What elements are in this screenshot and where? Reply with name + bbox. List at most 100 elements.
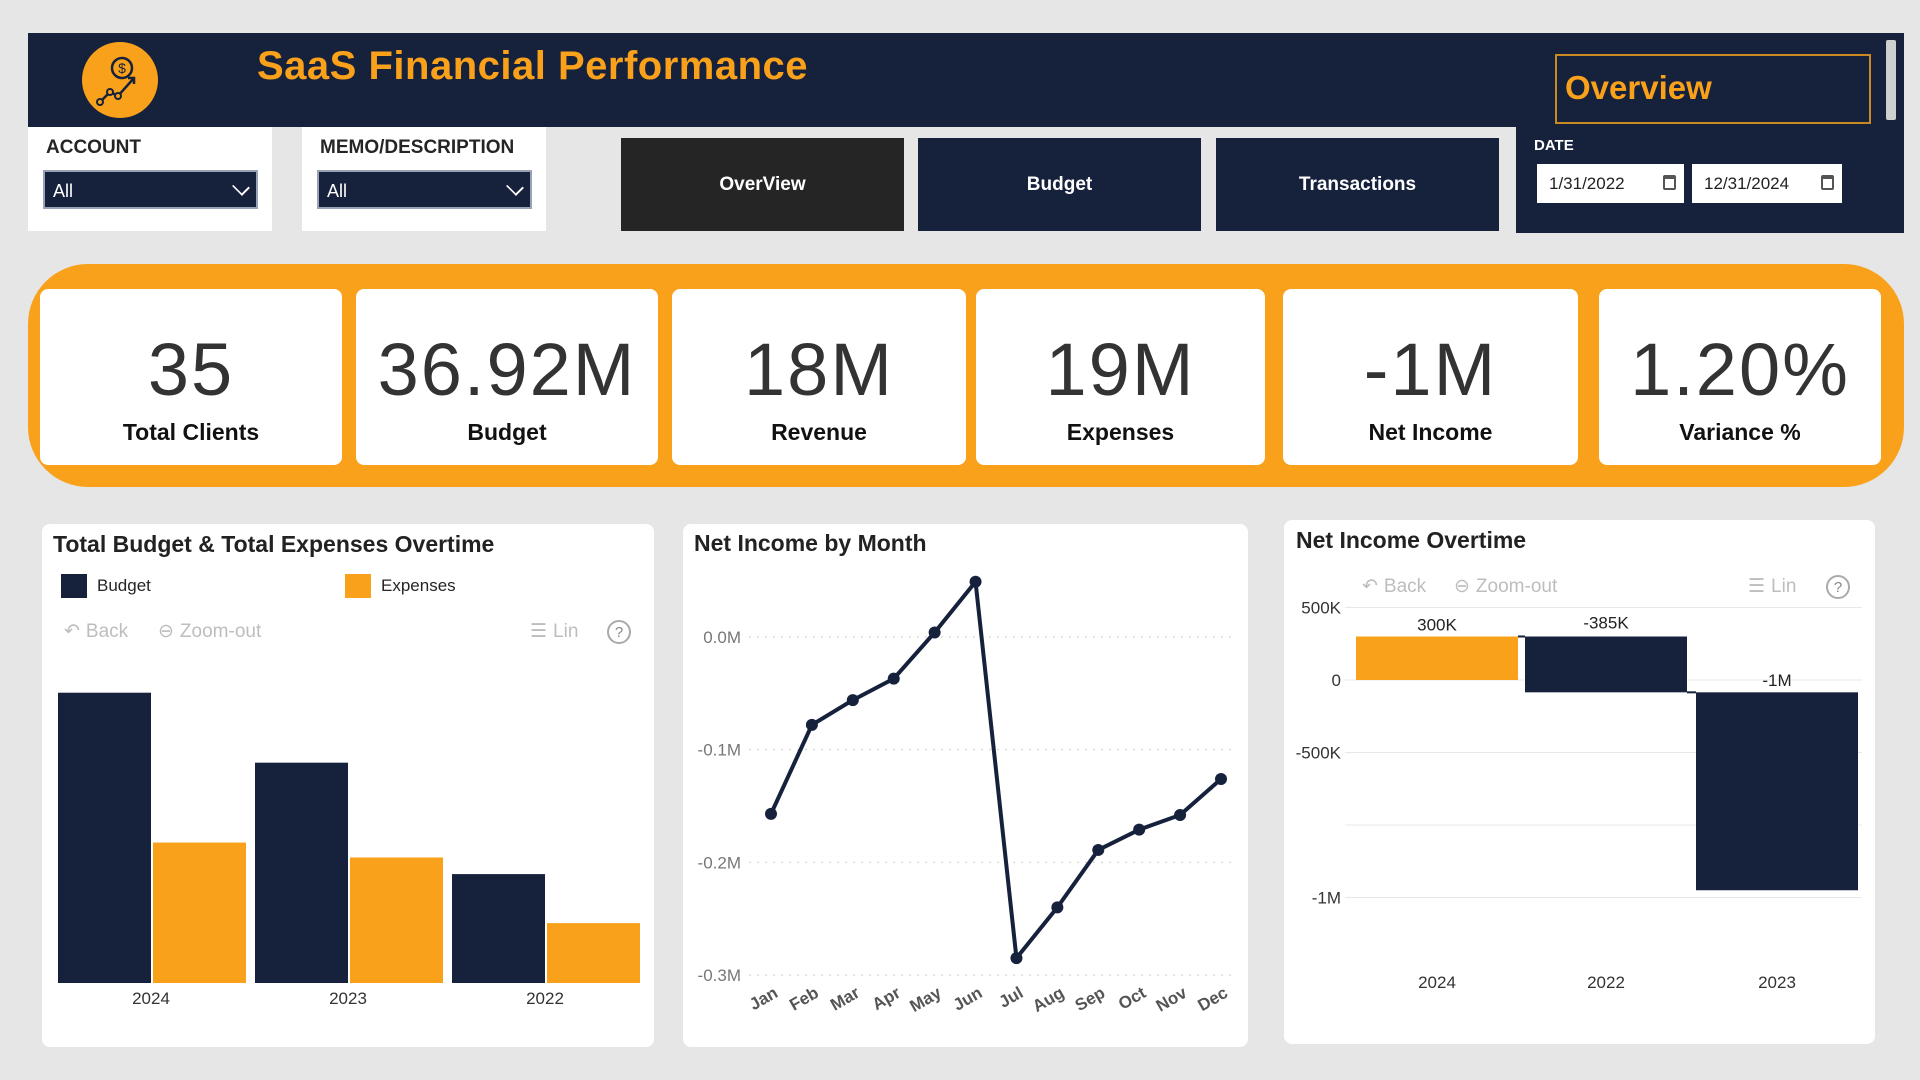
x-tick-label: Dec xyxy=(1194,983,1231,1015)
data-point-nov xyxy=(1174,809,1187,822)
x-tick-label: 2022 xyxy=(1587,973,1625,992)
zoom-out-button[interactable]: ⊖ Zoom-out xyxy=(158,620,261,643)
legend-swatch xyxy=(61,574,87,598)
kpi-label: Variance % xyxy=(1679,419,1801,445)
kpi-label: Net Income xyxy=(1368,419,1493,445)
waterfall-bar-2022 xyxy=(1525,636,1687,693)
svg-text:$: $ xyxy=(118,60,126,76)
scrollbar[interactable] xyxy=(1886,40,1896,120)
legend-label: Expenses xyxy=(381,576,456,595)
x-tick-label: May xyxy=(906,983,945,1016)
chart-title: Net Income by Month xyxy=(694,530,927,556)
kpi-value: 1.20% xyxy=(1630,328,1850,411)
data-point-may xyxy=(928,626,941,639)
list-icon: ☰ xyxy=(530,621,548,642)
help-icon[interactable]: ? xyxy=(1826,575,1850,599)
bar-budget-2023 xyxy=(255,762,348,983)
data-label: -385K xyxy=(1583,614,1629,633)
lin-label: Lin xyxy=(553,620,579,642)
list-icon: ☰ xyxy=(1748,576,1766,597)
y-tick-label: -0.2M xyxy=(698,853,741,872)
memo-value: All xyxy=(327,181,348,201)
help-icon[interactable]: ? xyxy=(607,620,631,644)
data-point-dec xyxy=(1215,772,1227,785)
data-point-mar xyxy=(846,694,859,707)
kpi-label: Total Clients xyxy=(122,419,260,445)
kpi-value: 18M xyxy=(744,328,894,411)
nav-overview-button[interactable]: OverView xyxy=(621,138,904,231)
calendar-icon[interactable] xyxy=(1821,175,1834,190)
x-tick-label: 2024 xyxy=(132,989,170,1008)
lin-toggle[interactable]: ☰ Lin xyxy=(530,620,578,643)
x-tick-label: Apr xyxy=(869,983,904,1014)
kpi-value: 35 xyxy=(147,328,235,411)
net-income-month-chart-card xyxy=(683,524,1248,1047)
kpi-label: Expenses xyxy=(1066,419,1175,445)
x-tick-label: 2022 xyxy=(526,989,564,1008)
x-tick-label: Mar xyxy=(827,983,863,1015)
end-date-input[interactable]: 12/31/2024 xyxy=(1692,164,1842,203)
y-tick-label: -0.3M xyxy=(698,966,741,985)
legend-item-expenses[interactable]: Expenses xyxy=(345,574,456,598)
back-label: Back xyxy=(85,620,129,642)
zoom-out-icon: ⊖ xyxy=(158,621,174,642)
x-tick-label: Feb xyxy=(786,983,822,1015)
start-date-value: 1/31/2022 xyxy=(1549,174,1625,193)
lin-toggle[interactable]: ☰ Lin xyxy=(1748,575,1796,598)
x-tick-label: 2023 xyxy=(1758,973,1796,992)
data-point-jan xyxy=(765,807,777,820)
kpi-label: Revenue xyxy=(771,419,867,445)
data-point-jun xyxy=(969,575,982,588)
bar-budget-2022 xyxy=(452,874,545,983)
end-date-value: 12/31/2024 xyxy=(1704,174,1790,193)
data-point-apr xyxy=(887,672,900,685)
bar-expenses-2024 xyxy=(153,842,246,983)
y-tick-label: -0.1M xyxy=(698,741,741,760)
nav-budget-button[interactable]: Budget xyxy=(918,138,1201,231)
account-value: All xyxy=(53,181,74,201)
legend-label: Budget xyxy=(97,576,151,595)
nav-transactions-button[interactable]: Transactions xyxy=(1216,138,1499,231)
kpi-label: Budget xyxy=(467,419,547,445)
chart-title: Total Budget & Total Expenses Overtime xyxy=(53,531,495,557)
y-tick-label: 0.0M xyxy=(703,628,741,647)
zoom-out-label: Zoom-out xyxy=(179,620,262,642)
zoom-out-icon: ⊖ xyxy=(1454,576,1470,597)
back-button[interactable]: ↶ Back xyxy=(64,620,128,643)
chart-title: Net Income Overtime xyxy=(1296,527,1527,553)
x-tick-label: Nov xyxy=(1153,983,1191,1016)
x-tick-label: Jul xyxy=(996,983,1027,1012)
x-tick-label: Aug xyxy=(1029,983,1067,1016)
kpi-value: 36.92M xyxy=(377,328,637,411)
data-point-oct xyxy=(1133,823,1146,836)
dashboard-title: SaaS Financial Performance xyxy=(257,44,809,88)
date-label: DATE xyxy=(1534,137,1574,154)
kpi-value: 19M xyxy=(1045,328,1196,411)
logo-finance-growth-icon: $ xyxy=(82,42,158,118)
bar-expenses-2023 xyxy=(350,857,443,983)
memo-slicer: MEMO/DESCRIPTION All xyxy=(302,127,546,231)
back-arrow-icon: ↶ xyxy=(1362,576,1378,597)
x-tick-label: Jan xyxy=(746,983,781,1014)
zoom-out-label: Zoom-out xyxy=(1475,575,1558,597)
memo-dropdown[interactable]: All xyxy=(317,170,532,209)
back-button[interactable]: ↶ Back xyxy=(1362,575,1426,598)
data-point-aug xyxy=(1051,901,1064,914)
kpi-expenses: 19M Expenses xyxy=(976,289,1265,465)
x-tick-label: Jun xyxy=(950,983,986,1015)
kpi-variance: 1.20% Variance % xyxy=(1599,289,1881,465)
y-tick-label: 500K xyxy=(1301,599,1341,618)
legend-item-budget[interactable]: Budget xyxy=(61,574,151,598)
bar-budget-2024 xyxy=(58,692,151,983)
start-date-input[interactable]: 1/31/2022 xyxy=(1537,164,1684,203)
calendar-icon[interactable] xyxy=(1663,175,1676,190)
y-tick-label: -500K xyxy=(1296,744,1342,763)
account-dropdown[interactable]: All xyxy=(43,170,258,209)
zoom-out-button[interactable]: ⊖ Zoom-out xyxy=(1454,575,1557,598)
waterfall-bar-2024 xyxy=(1356,636,1518,680)
account-slicer: ACCOUNT All xyxy=(28,127,272,231)
lin-label: Lin xyxy=(1771,575,1797,597)
x-tick-label: Sep xyxy=(1072,983,1109,1015)
kpi-net-income: -1M Net Income xyxy=(1283,289,1578,465)
